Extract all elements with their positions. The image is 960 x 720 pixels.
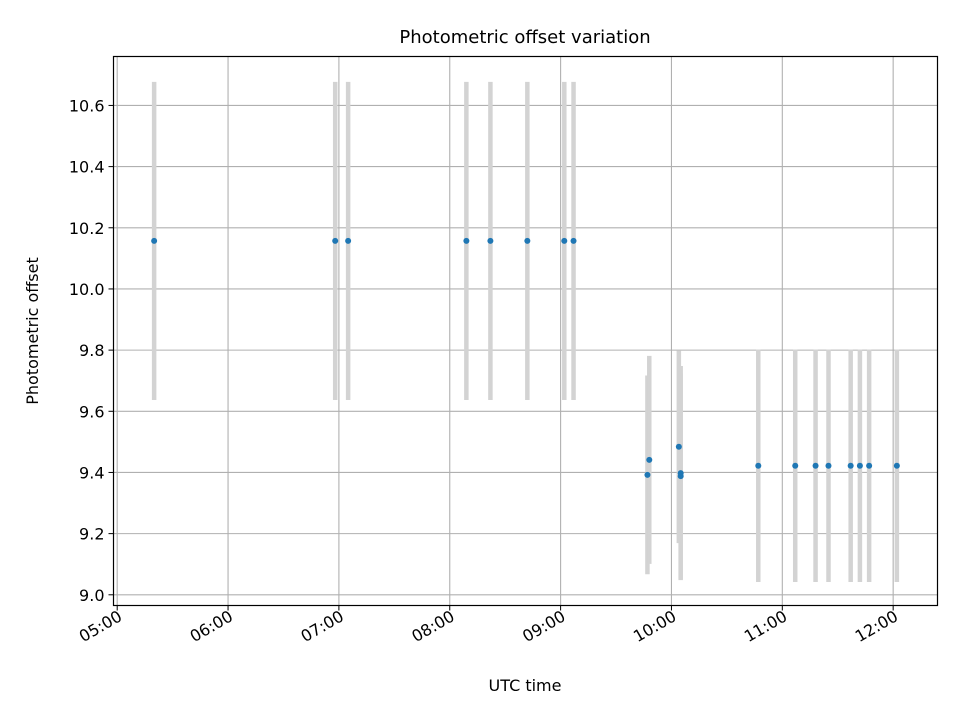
data-point <box>866 462 873 469</box>
chart-title: Photometric offset variation <box>399 27 650 48</box>
data-point <box>463 237 470 244</box>
data-point <box>570 237 577 244</box>
plot-frame <box>112 55 939 607</box>
y-tick-label: 9.0 <box>79 586 104 605</box>
data-point <box>644 471 651 478</box>
data-point <box>487 237 494 244</box>
data-point <box>332 237 339 244</box>
data-point <box>856 462 863 469</box>
data-point <box>524 237 531 244</box>
x-axis-label: UTC time <box>489 676 562 695</box>
data-point <box>812 462 819 469</box>
y-tick-label: 10.2 <box>69 219 105 238</box>
y-tick-label: 9.4 <box>79 463 104 482</box>
y-tick-label: 9.6 <box>79 402 104 421</box>
data-point <box>825 462 832 469</box>
data-point <box>677 470 684 477</box>
data-points <box>151 237 900 480</box>
data-point <box>755 462 762 469</box>
y-tick-label: 9.2 <box>79 525 104 544</box>
data-point <box>151 237 158 244</box>
data-point <box>792 462 799 469</box>
data-point <box>893 462 900 469</box>
y-axis-label: Photometric offset <box>23 257 42 405</box>
data-point <box>675 443 682 450</box>
data-point <box>646 456 653 463</box>
y-tick-label: 10.4 <box>69 158 105 177</box>
y-tick-label: 9.8 <box>79 341 104 360</box>
y-tick-label: 10.0 <box>69 280 105 299</box>
y-axis-ticks: 9.0 9.2 9.4 9.6 9.8 10.0 10.2 10.4 10.6 <box>69 96 114 605</box>
data-point <box>561 237 568 244</box>
y-tick-label: 10.6 <box>69 96 105 115</box>
data-point <box>345 237 352 244</box>
data-point <box>847 462 854 469</box>
